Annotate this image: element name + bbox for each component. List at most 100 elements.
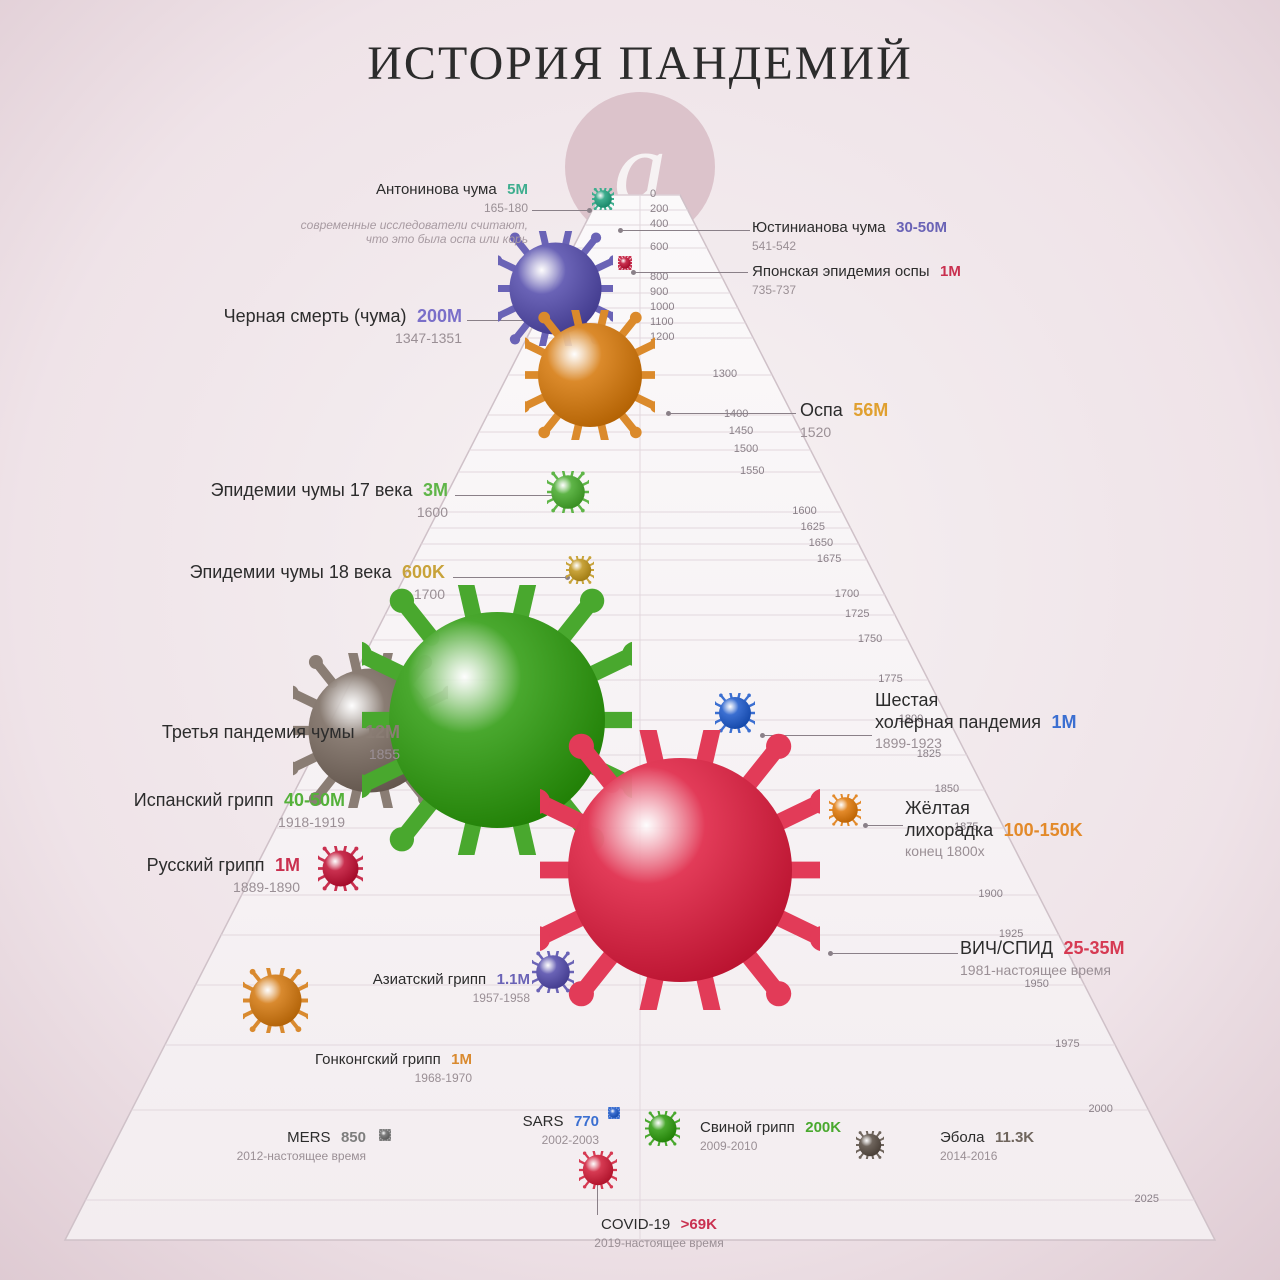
pandemic-value: 1M [940, 263, 961, 280]
timeline-year-1450: 1450 [729, 425, 753, 437]
connector-smallpox [668, 413, 796, 414]
timeline-year-1775: 1775 [878, 673, 902, 685]
virus-plague18 [566, 556, 594, 584]
pandemic-name: Жёлтаялихорадка [905, 798, 993, 840]
timeline-year-1675: 1675 [817, 553, 841, 565]
pandemic-value: 1M [451, 1051, 472, 1068]
pandemic-name: Третья пандемия чумы [162, 722, 355, 742]
pandemic-dates: 2014-2016 [940, 1149, 1260, 1163]
pandemic-name: Русский грипп [147, 855, 265, 875]
pandemic-dates: 1347-1351 [82, 330, 462, 347]
timeline-year-900: 900 [650, 286, 668, 298]
pandemic-value: 3M [423, 480, 448, 500]
virus-sars [608, 1107, 620, 1119]
pandemic-dates: 541-542 [752, 239, 1072, 253]
virus-cholera6 [715, 693, 755, 733]
timeline-year-1650: 1650 [809, 537, 833, 549]
connector-justinian [620, 230, 750, 231]
pandemic-smallpox: Оспа 56M 1520 [800, 400, 1120, 440]
pandemic-dates: 735-737 [752, 283, 1072, 297]
timeline-year-1700: 1700 [835, 588, 859, 600]
pandemic-name: Оспа [800, 400, 843, 420]
connector-covid [597, 1185, 598, 1215]
pandemic-value: 200K [805, 1119, 841, 1136]
pandemic-dates: 1889-1890 [0, 879, 300, 896]
pandemic-japan: Японская эпидемия оспы 1M735-737 [752, 262, 1072, 298]
pandemic-name: Черная смерть (чума) [224, 306, 407, 326]
pandemic-name: SARS [523, 1113, 564, 1130]
virus-covid [579, 1151, 617, 1189]
pandemic-dates: конец 1800х [905, 843, 1225, 860]
pandemic-name: COVID-19 [601, 1216, 670, 1233]
pandemic-value: 770 [574, 1113, 599, 1130]
pandemic-plague17: Эпидемии чумы 17 века 3M 1600 [68, 480, 448, 520]
pandemic-value: 5M [507, 181, 528, 198]
pandemic-value: 200M [417, 306, 462, 326]
pandemic-name: Азиатский грипп [373, 971, 486, 988]
connector-yellow [865, 825, 903, 826]
pandemic-value: 1.1M [497, 971, 530, 988]
pandemic-plague3: Третья пандемия чумы 12M 1855 [20, 722, 400, 762]
pandemic-value: 30-50M [896, 219, 947, 236]
connector-plague17 [455, 495, 555, 496]
pandemic-value: 56M [853, 400, 888, 420]
pandemic-name: Эпидемии чумы 18 века [190, 562, 392, 582]
pandemic-dates: 165-180 [148, 201, 528, 215]
virus-blackdeath [525, 310, 655, 440]
timeline-year-1900: 1900 [978, 888, 1002, 900]
pandemic-name: Эбола [940, 1129, 984, 1146]
pandemic-dates: 1981-настоящее время [960, 962, 1280, 979]
timeline-year-1975: 1975 [1055, 1038, 1079, 1050]
pandemic-plague18: Эпидемии чумы 18 века 600K 1700 [65, 562, 445, 602]
pandemic-blackdeath: Черная смерть (чума) 200M 1347-1351 [82, 306, 462, 346]
pandemic-name: Эпидемии чумы 17 века [211, 480, 413, 500]
timeline-year-1500: 1500 [734, 443, 758, 455]
timeline-year-1625: 1625 [800, 521, 824, 533]
pandemic-ebola: Эбола 11.3K 2014-2016 [940, 1128, 1260, 1164]
pandemic-value: 1M [1051, 712, 1076, 732]
pandemic-spanish: Испанский грипп 40-50M1918-1919 [0, 790, 345, 830]
timeline-year-2000: 2000 [1088, 1103, 1112, 1115]
pandemic-value: >69K [681, 1216, 717, 1233]
timeline-year-1550: 1550 [740, 465, 764, 477]
timeline-year-0: 0 [650, 188, 656, 200]
pandemic-value: 12M [365, 722, 400, 742]
pandemic-value: 1M [275, 855, 300, 875]
pandemic-covid: COVID-19 >69K 2019-настоящее время [509, 1215, 809, 1251]
pandemic-value: 11.3K [995, 1129, 1034, 1146]
pandemic-value: 850 [341, 1129, 366, 1146]
timeline-year-200: 200 [650, 203, 668, 215]
timeline-year-600: 600 [650, 241, 668, 253]
pandemic-name: MERS [287, 1129, 330, 1146]
virus-russian [318, 846, 363, 891]
pandemic-cholera6: Шестаяхолерная пандемия 1M1899-1923 [875, 690, 1195, 752]
virus-yellow [829, 794, 861, 826]
pandemic-value: 25-35M [1063, 938, 1124, 958]
pandemic-value: 100-150K [1004, 820, 1083, 840]
pandemic-name: Юстинианова чума [752, 219, 886, 236]
pandemic-name: Шестаяхолерная пандемия [875, 690, 1041, 732]
pandemic-dates: 2019-настоящее время [509, 1236, 809, 1250]
virus-antonine [592, 188, 614, 210]
virus-asian [532, 951, 574, 993]
timeline-year-1850: 1850 [935, 783, 959, 795]
timeline-year-1950: 1950 [1024, 978, 1048, 990]
timeline-year-1300: 1300 [713, 368, 737, 380]
pandemic-hiv: ВИЧ/СПИД 25-35M 1981-настоящее время [960, 938, 1280, 978]
pandemic-dates: 1600 [68, 504, 448, 521]
pandemic-dates: 1957-1958 [150, 991, 530, 1005]
timeline-year-1400: 1400 [724, 408, 748, 420]
pandemic-dates: 1700 [65, 586, 445, 603]
pandemic-value: 600K [402, 562, 445, 582]
virus-hiv [540, 730, 820, 1010]
pandemic-dates: 1855 [20, 746, 400, 763]
pandemic-yellow: Жёлтаялихорадка 100-150K конец 1800х [905, 798, 1225, 860]
pandemic-dates: 1520 [800, 424, 1120, 441]
virus-swine [645, 1111, 680, 1146]
pandemic-name: Гонконгский грипп [315, 1051, 441, 1068]
timeline-year-1725: 1725 [845, 608, 869, 620]
pandemic-dates: 2012-настоящее время [0, 1149, 366, 1163]
pandemic-value: 40-50M [284, 790, 345, 810]
pandemic-name: ВИЧ/СПИД [960, 938, 1053, 958]
pandemic-dates: 1918-1919 [0, 814, 345, 831]
